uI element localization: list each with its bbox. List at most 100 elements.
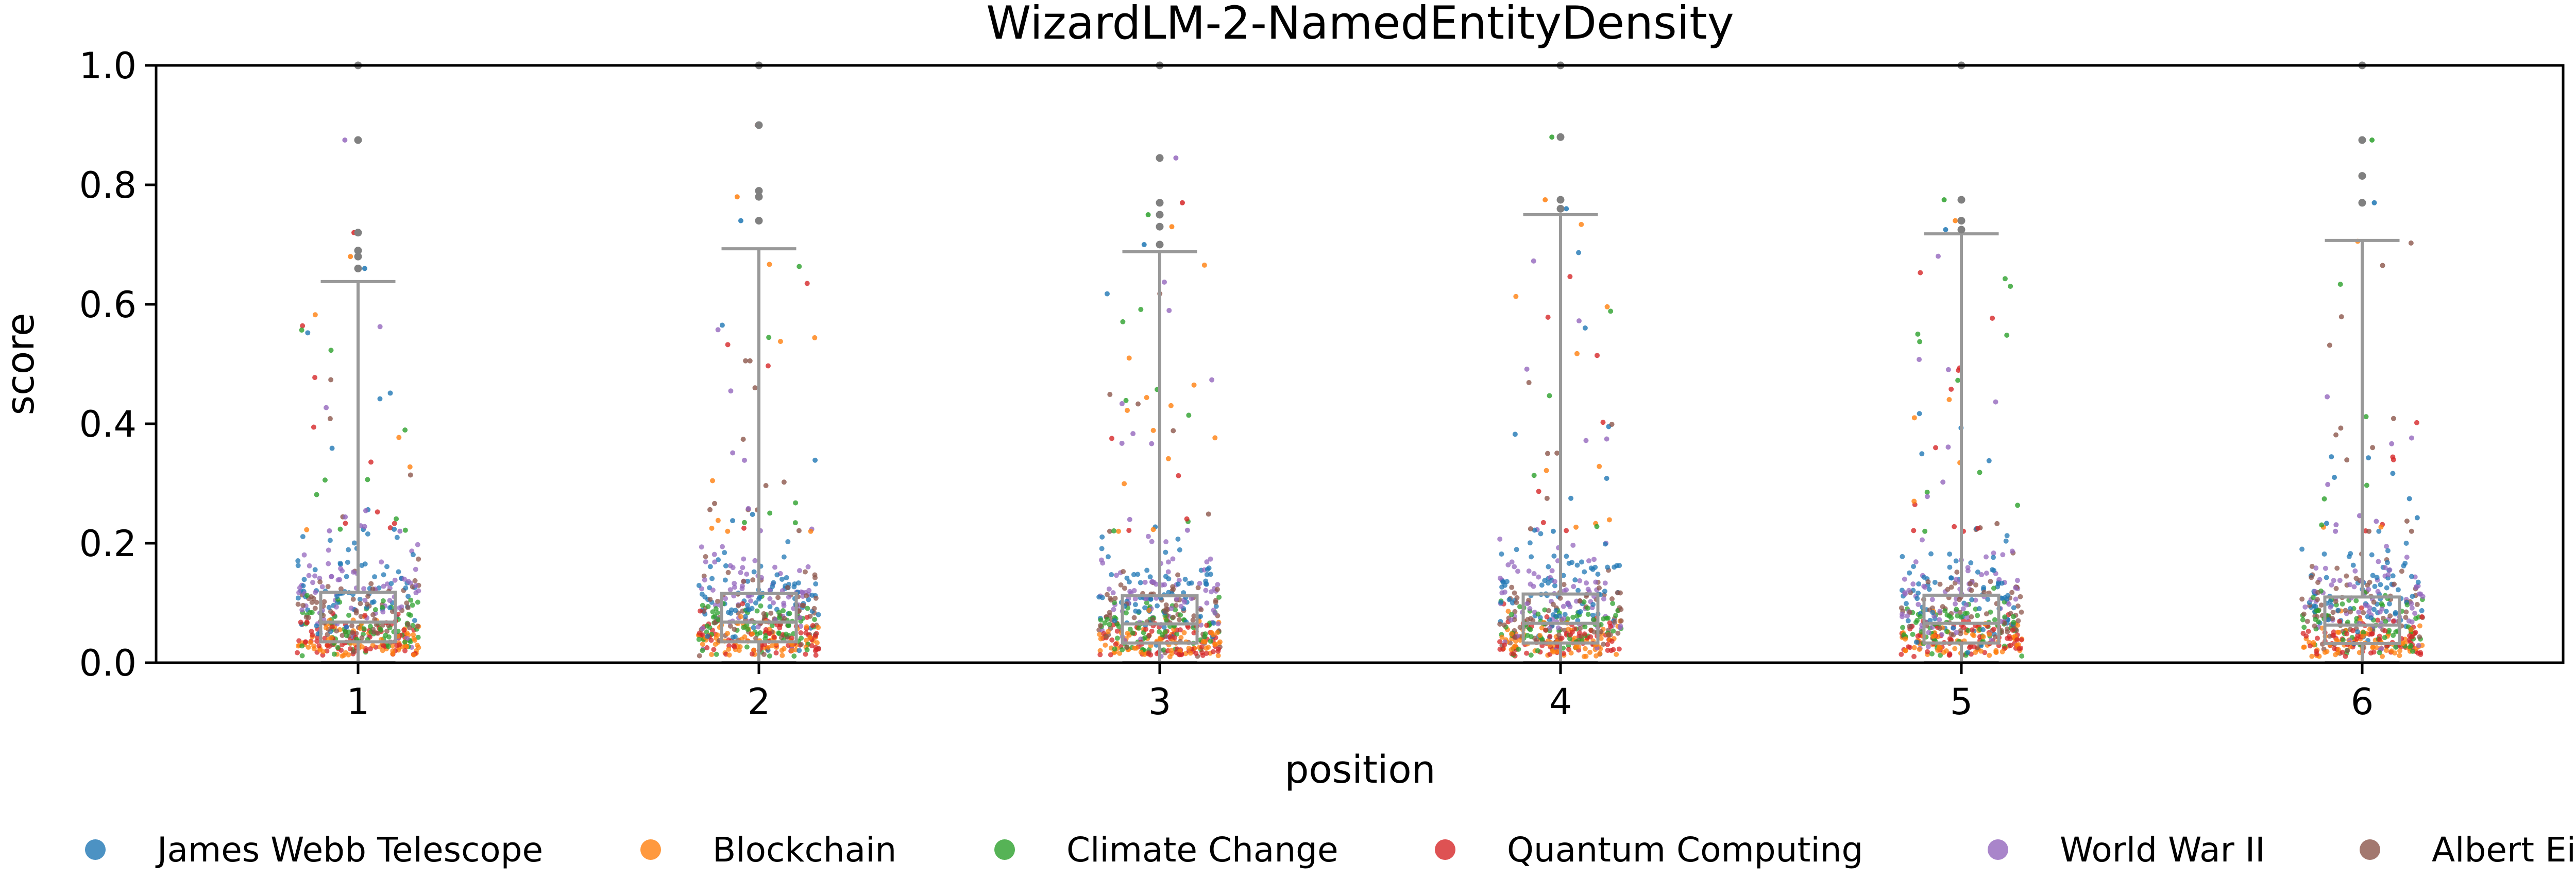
strip-point [2321, 496, 2327, 502]
strip-point [1529, 554, 1534, 560]
strip-point [367, 624, 373, 629]
strip-point [701, 573, 707, 579]
strip-point [401, 627, 407, 633]
strip-point [325, 632, 330, 637]
strip-point [1561, 616, 1566, 622]
strip-point [763, 627, 769, 632]
strip-point [340, 633, 345, 639]
strip-point [1120, 647, 1125, 652]
strip-point [1512, 564, 1517, 570]
strip-point [377, 396, 383, 402]
strip-point [2338, 425, 2344, 431]
strip-point [2330, 610, 2336, 615]
strip-point [812, 335, 818, 340]
strip-point [1188, 650, 1193, 656]
strip-point [772, 564, 777, 570]
x-axis: 1 2 3 4 5 6 [347, 663, 2374, 723]
legend-marker [1435, 839, 1455, 860]
strip-point [2368, 615, 2374, 620]
strip-point [2333, 522, 2339, 528]
outlier-point [354, 247, 362, 255]
strip-point [1509, 612, 1515, 617]
strip-point [1512, 634, 1518, 640]
strip-point [1215, 621, 1221, 627]
strip-point [2391, 632, 2396, 638]
strip-point [1498, 599, 1504, 605]
strip-point [2361, 630, 2366, 635]
strip-point [2010, 627, 2015, 633]
strip-point [2019, 609, 2024, 615]
strip-point [1963, 602, 1969, 608]
strip-point [1147, 574, 1153, 580]
strip-point [2337, 282, 2343, 287]
strip-point [326, 561, 331, 566]
strip-point [1574, 643, 1580, 649]
strip-point [1167, 654, 1173, 660]
strip-point [1609, 422, 1615, 427]
strip-point [740, 565, 745, 571]
strip-point [1201, 262, 1207, 268]
strip-point [358, 614, 364, 619]
strip-point [1907, 624, 1912, 629]
strip-point [1524, 650, 1530, 656]
strip-point [771, 600, 776, 606]
strip-point [767, 604, 773, 610]
strip-point [1955, 613, 1960, 619]
strip-point [1138, 649, 1144, 655]
strip-point [1191, 382, 1197, 388]
strip-point [2325, 481, 2331, 487]
strip-point [1946, 396, 1952, 402]
strip-point [767, 653, 772, 659]
strip-point [765, 363, 771, 369]
strip-point [300, 602, 306, 608]
strip-point [766, 335, 772, 340]
strip-point [2383, 648, 2389, 653]
strip-point [814, 640, 820, 646]
strip-point [1960, 606, 1966, 612]
strip-point [1509, 559, 1515, 565]
strip-point [310, 632, 315, 638]
strip-point [408, 472, 413, 478]
strip-point [1111, 607, 1116, 612]
strip-point [1947, 564, 1953, 570]
strip-point [750, 577, 756, 583]
strip-point [1920, 537, 1925, 543]
strip-point [2382, 565, 2388, 571]
strip-point [2011, 605, 2016, 611]
strip-point [816, 612, 821, 617]
strip-point [1509, 584, 1515, 590]
strip-point [1528, 526, 1533, 532]
strip-point [311, 596, 316, 601]
strip-point [1546, 608, 1551, 613]
strip-point [708, 637, 714, 643]
strip-point [812, 457, 818, 463]
strip-point [1142, 635, 1148, 641]
strip-point [2407, 633, 2413, 639]
strip-point [741, 556, 747, 562]
strip-point [408, 612, 413, 618]
strip-point [1907, 570, 1912, 576]
strip-point [2328, 598, 2333, 604]
strip-point [1582, 646, 1588, 651]
strip-point [1510, 600, 1515, 606]
strip-point [705, 603, 711, 609]
strip-point [1933, 445, 1939, 451]
strip-point [1163, 609, 1168, 615]
strip-point [322, 477, 328, 483]
strip-point [1911, 415, 1917, 421]
strip-point [2366, 528, 2372, 534]
strip-point [1099, 595, 1105, 600]
strip-point [346, 547, 351, 553]
strip-point [362, 524, 367, 529]
strip-point [1924, 489, 1930, 495]
strip-point [1977, 470, 1982, 475]
strip-point [298, 619, 303, 625]
strip-point [1113, 573, 1119, 578]
strip-point [1202, 631, 1208, 637]
strip-point [2013, 585, 2019, 591]
strip-point [1114, 628, 1120, 634]
strip-point [1212, 610, 1218, 616]
strip-point [2409, 619, 2415, 625]
strip-point [1208, 572, 1213, 577]
strip-point [314, 492, 319, 497]
